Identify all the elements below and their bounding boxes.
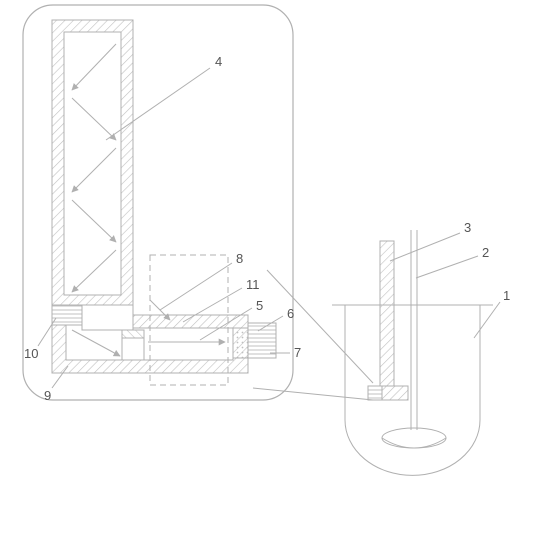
right-assembly <box>332 230 493 475</box>
diagram-canvas: 4 8 11 5 6 7 10 9 3 2 1 <box>0 0 549 539</box>
inner-insert <box>122 330 144 360</box>
right-plug <box>233 323 276 358</box>
label-1: 1 <box>503 288 510 303</box>
vertical-column <box>52 20 133 305</box>
label-9: 9 <box>44 388 51 403</box>
label-8: 8 <box>236 251 243 266</box>
label-7: 7 <box>294 345 301 360</box>
label-3: 3 <box>464 220 471 235</box>
label-5: 5 <box>256 298 263 313</box>
detail-panel <box>23 5 293 400</box>
left-block <box>52 305 82 325</box>
label-4: 4 <box>215 54 222 69</box>
label-2: 2 <box>482 245 489 260</box>
label-10: 10 <box>24 346 38 361</box>
label-11: 11 <box>246 277 260 292</box>
label-6: 6 <box>287 306 294 321</box>
